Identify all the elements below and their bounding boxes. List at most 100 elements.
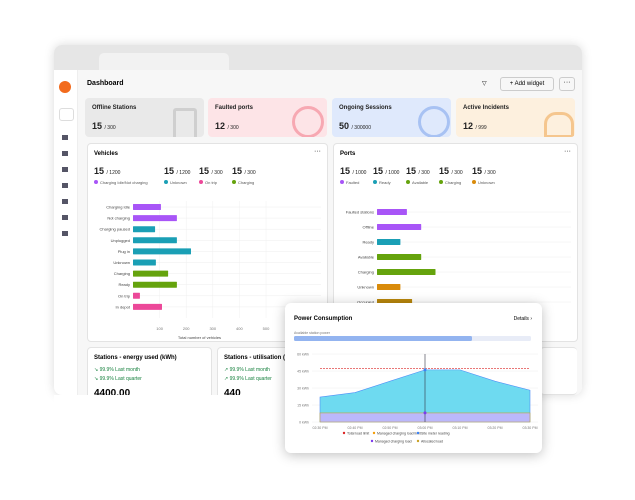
stat-label: Unknown	[472, 180, 495, 185]
legend-dot	[370, 439, 374, 443]
x-tick-label: 02:40 PM	[348, 426, 363, 430]
y-tick-label: 15 kWh	[297, 404, 309, 408]
legend-label: Total load limit	[347, 431, 369, 435]
legend-dot	[342, 431, 346, 435]
bar	[377, 284, 401, 290]
legend-dot	[340, 180, 344, 184]
stat-value: 15	[164, 166, 175, 176]
search-button[interactable]	[59, 108, 74, 121]
legend-dot	[372, 431, 376, 435]
card-title: Faulted ports	[215, 105, 254, 111]
x-tick-label: 03:00 PM	[418, 426, 433, 430]
x-tick-label: 100	[156, 326, 163, 331]
page-title: Dashboard	[87, 80, 124, 87]
stat-row-text: 99.9% Last month	[99, 367, 140, 373]
details-text: Details	[513, 316, 529, 322]
stat-label: Charging Idle/Not charging	[94, 180, 148, 185]
card-total: / 999	[475, 125, 487, 131]
bar	[133, 237, 177, 244]
bar	[133, 303, 162, 310]
add-widget-label: Add widget	[514, 81, 545, 87]
details-link[interactable]: Details ›	[513, 316, 532, 322]
stat: 15 / 1000	[340, 166, 366, 176]
x-tick-label: 500	[263, 326, 270, 331]
panel-menu[interactable]: ···	[564, 148, 571, 155]
logo	[59, 81, 71, 93]
stat-value: 4400.00	[94, 388, 131, 399]
legend-dot	[439, 180, 443, 184]
y-tick-label: 30 kWh	[297, 387, 309, 391]
stat-value: 15	[340, 166, 351, 176]
filter-button[interactable]: ▽	[482, 81, 487, 87]
stat-total: / 1200	[176, 170, 191, 176]
stat-row-text: 99.9% Last month	[229, 367, 270, 373]
stat-total: / 1200	[106, 170, 121, 176]
panel-menu[interactable]: ···	[314, 148, 321, 155]
y-tick-label: Unknown	[113, 260, 130, 265]
extra-panel	[540, 347, 577, 395]
x-tick-label: 03:10 PM	[453, 426, 468, 430]
y-tick-label: Charging	[114, 271, 130, 276]
stat-row: ↗ 99.9% Last month	[224, 367, 270, 373]
stat-label: Ready	[373, 180, 391, 185]
stat: 15 / 1200	[164, 166, 190, 176]
stat-total: / 300	[418, 170, 430, 176]
nav-icons	[62, 135, 68, 245]
cover-bottom	[54, 395, 354, 415]
stat: 15 / 1000	[373, 166, 399, 176]
bar-label: Available station power	[294, 331, 331, 335]
stat-row: ↘ 99.9% Last quarter	[94, 376, 142, 382]
legend-dot	[416, 431, 420, 435]
bar	[377, 224, 422, 230]
stat-label: On trip	[199, 180, 217, 185]
y-tick-label: Unplugged	[111, 238, 130, 243]
y-tick-label: 0 kWh	[299, 421, 309, 425]
y-tick-label: Ready	[362, 240, 374, 245]
x-tick-label: 03:30 PM	[523, 426, 538, 430]
stat-value: 15	[199, 166, 210, 176]
stat: 15 / 300	[472, 166, 496, 176]
sidebar	[54, 70, 78, 395]
stat: 15 / 300	[232, 166, 256, 176]
cursor-dot	[423, 411, 427, 415]
stat-value: 15	[472, 166, 483, 176]
bar	[133, 226, 156, 233]
stat-total: / 1000	[352, 170, 367, 176]
legend-dot	[472, 180, 476, 184]
card[interactable]: Faulted ports 12 / 300	[208, 98, 327, 137]
stat-value: 15	[94, 166, 105, 176]
card-value: 12	[463, 121, 474, 131]
x-tick-label: 03:20 PM	[488, 426, 503, 430]
bar	[133, 215, 177, 222]
stat-value: 440	[224, 388, 241, 399]
stat-value: 15	[232, 166, 243, 176]
x-tick-label: 02:50 PM	[383, 426, 398, 430]
stat-value: 15	[439, 166, 450, 176]
stat-label-text: Unknown	[170, 180, 187, 185]
card[interactable]: Offline Stations 15 / 300	[85, 98, 204, 137]
stat-total: / 1000	[385, 170, 400, 176]
card-value: 15	[92, 121, 103, 131]
y-tick-label: Charging Idle	[106, 205, 131, 210]
x-tick-label: 02:30 PM	[313, 426, 328, 430]
more-button[interactable]: ···	[559, 77, 575, 91]
stat-row: ↘ 99.9% Last month	[94, 367, 140, 373]
stat-label: Unknown	[164, 180, 187, 185]
add-widget-button[interactable]: + Add widget	[500, 77, 554, 91]
x-axis-title: Total number of vehicles	[178, 335, 221, 339]
card-value: 50	[339, 121, 350, 131]
y-tick-label: Ready	[118, 282, 130, 287]
power-chart: Available station power 60 kWh 45 kWh 30 kW…	[294, 331, 538, 443]
power-popup: Power Consumption Details › Available st…	[285, 303, 542, 453]
y-tick-label: Charging	[358, 270, 374, 275]
legend-label: Site meter reading	[421, 431, 450, 435]
card-value: 12	[215, 121, 226, 131]
stat-row-text: 99.9% Last quarter	[99, 376, 142, 382]
card[interactable]: Active Incidents 12 / 999	[456, 98, 575, 137]
card[interactable]: Ongoing Sessions 50 / 300000	[332, 98, 451, 137]
card-title: Offline Stations	[92, 105, 137, 111]
legend-dot	[406, 180, 410, 184]
card-icon	[292, 106, 324, 137]
x-tick-label: 300	[209, 326, 216, 331]
